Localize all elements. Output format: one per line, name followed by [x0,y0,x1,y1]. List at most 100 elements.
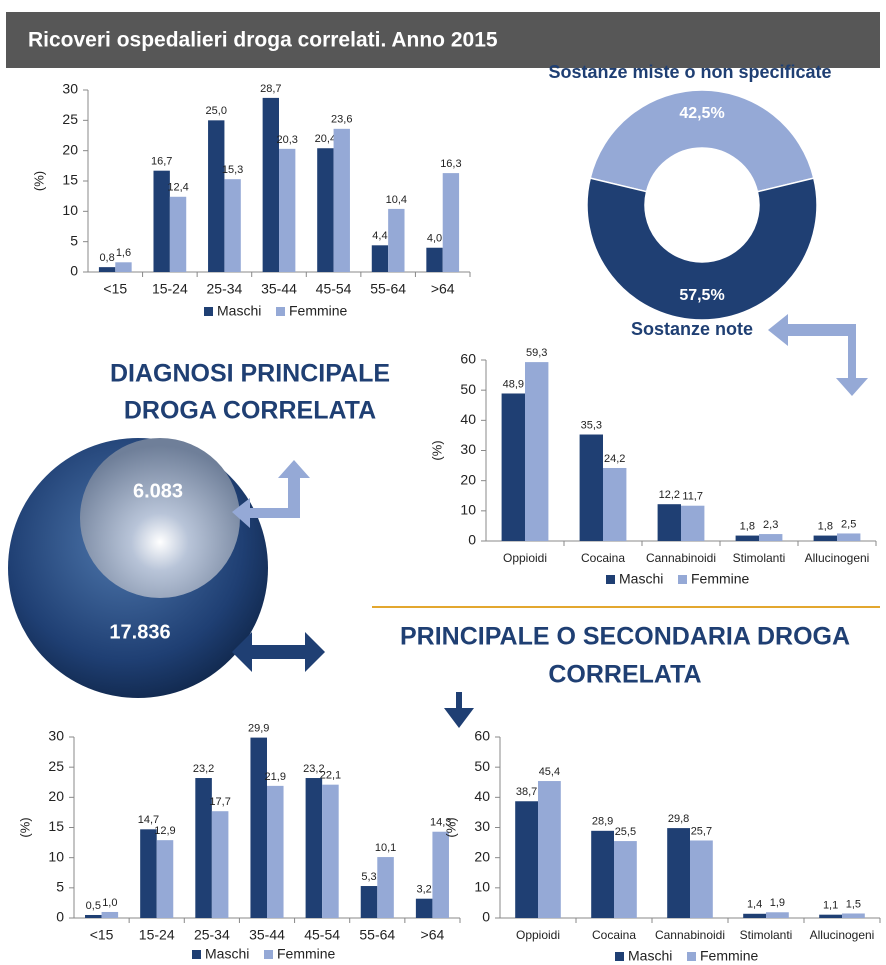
slice-label: 57,5% [679,287,724,304]
x-tick-label: 45-54 [304,927,340,943]
bar [515,801,538,918]
legend-swatch [264,950,273,959]
pie-slice [586,177,818,321]
y-tick-label: 10 [460,502,476,518]
value-label: 10,4 [386,194,407,206]
y-tick-label: 30 [48,728,64,744]
bar [681,505,705,541]
value-label: 4,0 [427,233,442,245]
bar [169,196,187,272]
value-label: 2,3 [763,519,778,531]
value-label: 12,2 [659,489,680,501]
x-tick-label: 35-44 [249,927,285,943]
legend-swatch [678,575,687,584]
bar [735,535,759,541]
x-tick-label: >64 [421,927,445,943]
bar [766,912,789,918]
bar [208,120,225,272]
bar [333,128,350,272]
value-label: 15,3 [222,164,243,176]
bar [842,913,865,918]
x-tick-label: 55-64 [359,927,395,943]
value-label: 11,7 [682,491,703,503]
pie-slice [589,89,815,193]
section-title: DROGA CORRELATA [124,397,376,425]
y-tick-label: 25 [62,111,78,127]
y-axis-label: (%) [17,817,32,837]
x-tick-label: Stimolanti [733,551,786,565]
y-tick-label: 30 [474,818,490,834]
value-label: 0,8 [99,252,114,264]
y-tick-label: 20 [48,788,64,804]
x-tick-label: 45-54 [316,281,352,297]
bar [153,170,170,272]
y-tick-label: 15 [62,172,78,188]
legend-label: Femmine [700,948,759,964]
inner-value: 6.083 [133,480,183,502]
legend-label: Maschi [628,948,672,964]
value-label: 25,0 [206,105,227,117]
y-tick-label: 10 [62,202,78,218]
value-label: 16,3 [440,158,461,170]
section-title: PRINCIPALE O SECONDARIA DROGA [400,623,850,651]
legend-label: Femmine [277,946,336,962]
value-label: 1,1 [823,900,838,912]
y-tick-label: 0 [468,532,476,548]
slice-name: Sostanze miste o non specificate [548,62,831,82]
bar [743,913,766,918]
y-tick-label: 40 [474,788,490,804]
y-tick-label: 20 [474,848,490,864]
value-label: 24,2 [604,453,625,465]
value-label: 1,9 [770,897,785,909]
bar [224,179,241,272]
x-tick-label: Cocaina [581,551,625,565]
y-tick-label: 30 [62,81,78,97]
y-tick-label: 50 [460,381,476,397]
inner-sphere [80,438,240,598]
value-label: 29,8 [668,813,689,825]
value-label: 3,2 [417,884,432,896]
value-label: 28,7 [260,83,281,95]
legend-swatch [687,952,696,961]
value-label: 23,2 [193,763,214,775]
legend-swatch [606,575,615,584]
value-label: 45,4 [539,766,560,778]
header-title: Ricoveri ospedalieri droga correlati. An… [28,29,498,52]
value-label: 16,7 [151,156,172,168]
x-tick-label: 15-24 [152,281,188,297]
y-tick-label: 15 [48,818,64,834]
x-tick-label: <15 [103,281,127,297]
y-tick-label: 10 [48,848,64,864]
bar [388,208,405,272]
bar [85,914,102,918]
x-tick-label: 25-34 [207,281,243,297]
bar [579,434,603,541]
legend-label: Femmine [691,571,750,587]
value-label: 38,7 [516,786,537,798]
arrow [768,314,868,396]
y-tick-label: 0 [70,263,78,279]
y-axis-label: (%) [31,171,46,191]
value-label: 59,3 [526,347,547,359]
value-label: 1,5 [846,898,861,910]
bar [101,911,119,918]
value-label: 21,9 [265,771,286,783]
bar [305,778,323,918]
bar [250,737,267,918]
legend-swatch [204,307,213,316]
legend-label: Femmine [289,303,348,319]
value-label: 29,9 [248,723,269,735]
bar [759,534,783,541]
y-axis-label: (%) [429,440,444,460]
x-tick-label: Cannabinoidi [655,928,725,942]
legend-swatch [192,950,201,959]
value-label: 20,4 [315,133,336,145]
y-tick-label: 0 [482,909,490,925]
value-label: 25,5 [615,826,636,838]
bar [415,898,433,918]
bar [614,841,637,918]
value-label: 2,5 [841,518,856,530]
y-tick-label: 5 [56,879,64,895]
bar [371,245,389,272]
